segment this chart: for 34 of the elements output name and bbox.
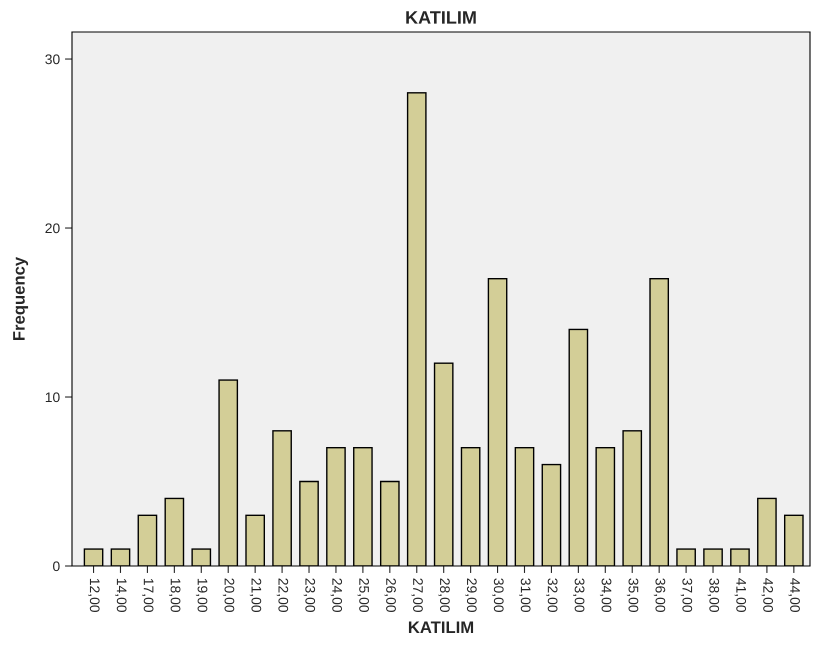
x-tick-label: 38,00 bbox=[708, 578, 720, 612]
x-tick-label: 26,00 bbox=[384, 578, 396, 612]
x-tick-label: 19,00 bbox=[196, 578, 208, 612]
x-tick-label: 32,00 bbox=[546, 578, 558, 612]
y-tick-label: 10 bbox=[46, 392, 60, 402]
x-tick-label: 35,00 bbox=[626, 578, 638, 612]
x-tick-label: 44,00 bbox=[788, 578, 800, 612]
x-tick-label: 20,00 bbox=[222, 578, 234, 612]
x-tick-label: 24,00 bbox=[330, 578, 342, 612]
x-tick-label: 14,00 bbox=[115, 578, 127, 612]
x-tick-label: 33,00 bbox=[572, 578, 584, 612]
x-tick-label: 27,00 bbox=[411, 578, 423, 612]
x-tick-label: 41,00 bbox=[734, 578, 746, 612]
x-tick-label: 21,00 bbox=[250, 578, 262, 612]
x-tick-label: 42,00 bbox=[762, 578, 774, 612]
x-tick-label: 30,00 bbox=[492, 578, 504, 612]
chart-title: KATILIM bbox=[406, 11, 476, 24]
x-tick-label: 31,00 bbox=[519, 578, 531, 612]
x-tick-label: 23,00 bbox=[304, 578, 316, 612]
y-tick-label: 20 bbox=[45, 223, 60, 234]
y-tick-label: 30 bbox=[45, 54, 60, 64]
x-tick-label: 28,00 bbox=[438, 578, 450, 612]
y-tick-label: 0 bbox=[53, 561, 60, 572]
x-tick-label: 12,00 bbox=[88, 578, 100, 612]
y-axis-title: Frequency bbox=[13, 256, 28, 340]
x-tick-label: 25,00 bbox=[358, 578, 369, 612]
x-tick-label: 17,00 bbox=[142, 578, 154, 612]
x-tick-label: 22,00 bbox=[276, 578, 288, 612]
x-tick-label: 37,00 bbox=[680, 578, 692, 612]
x-tick-label: 18,00 bbox=[168, 578, 180, 612]
x-axis-title: KATILIM bbox=[408, 622, 474, 633]
x-tick-label: 36,00 bbox=[654, 578, 666, 612]
x-tick-label: 34,00 bbox=[600, 578, 612, 612]
x-tick-label: 29,00 bbox=[465, 578, 477, 612]
